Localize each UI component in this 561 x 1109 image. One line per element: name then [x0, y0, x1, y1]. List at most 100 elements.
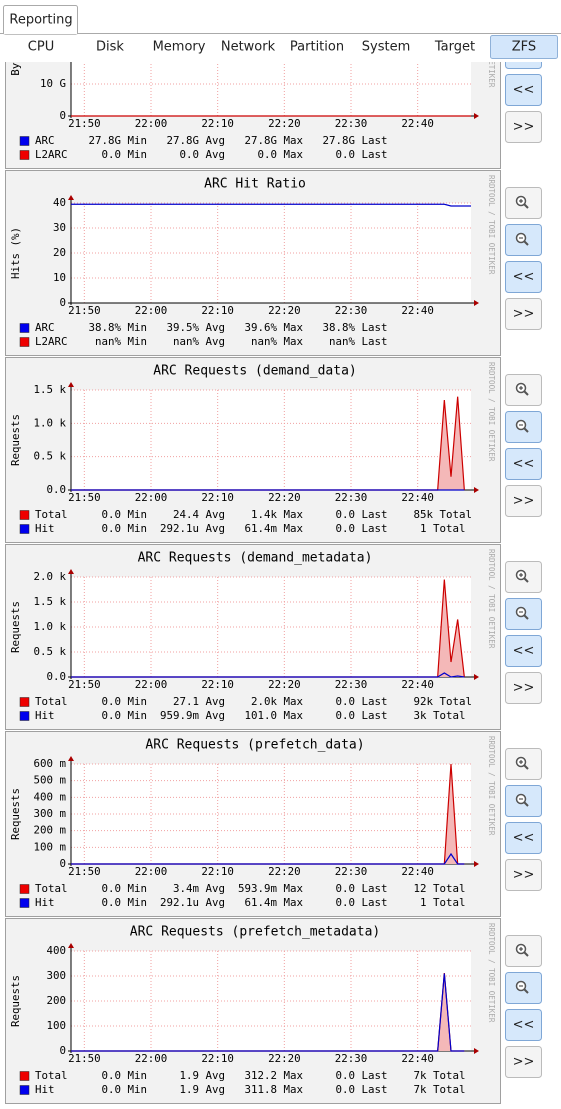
back-label[interactable]: <<	[513, 270, 535, 285]
x-tick-label: 22:30	[335, 1052, 368, 1065]
back-button[interactable]	[505, 74, 542, 106]
y-tick-label: 400 m	[33, 790, 66, 803]
legend-stats: nan% Min nan% Avg nan% Max nan% Last	[69, 335, 388, 348]
forward-label[interactable]: >>	[513, 681, 535, 696]
y-tick-label: 300 m	[33, 807, 66, 820]
back-button[interactable]	[505, 448, 542, 480]
x-tick-label: 22:10	[201, 1052, 234, 1065]
y-tick-label: 400	[46, 944, 66, 957]
y-tick-label: 1.0 k	[33, 620, 66, 633]
legend-name: Hit	[35, 1083, 55, 1096]
credit: RRDTOOL / TOBI OETIKER	[487, 736, 496, 836]
axis-arrow	[68, 569, 74, 574]
legend-swatch	[19, 898, 30, 908]
y-axis-label: Requests	[9, 788, 22, 840]
back-label[interactable]: <<	[513, 457, 535, 472]
x-tick-label: 21:50	[68, 117, 101, 130]
x-tick-label: 22:30	[335, 117, 368, 130]
graph-panel: ARC Requests (demand_metadata) Requests RR…	[5, 544, 542, 730]
magnifier-handle	[523, 988, 529, 994]
forward-label[interactable]: >>	[513, 1055, 535, 1070]
x-tick-label: 22:20	[268, 304, 301, 317]
sub-tab[interactable]: Memory	[153, 40, 206, 55]
back-label[interactable]: <<	[513, 644, 535, 659]
axis-arrow	[68, 943, 74, 948]
legend-swatch	[19, 510, 30, 520]
sub-tab[interactable]: CPU	[28, 40, 54, 55]
axis-arrow	[474, 300, 479, 306]
magnifier-handle	[523, 614, 529, 620]
graph-title: ARC Requests (demand_data)	[153, 364, 357, 379]
legend-swatch	[19, 1071, 30, 1081]
y-tick-label: 300	[46, 969, 66, 982]
sub-tab[interactable]: Disk	[96, 40, 124, 55]
forward-button[interactable]	[505, 672, 542, 704]
forward-button[interactable]	[505, 859, 542, 891]
legend-name: ARC	[35, 134, 55, 147]
sub-tab[interactable]: System	[362, 40, 410, 55]
y-tick-label: 40	[53, 196, 66, 209]
graph-panel: ARC Requests (demand_data) Requests RRDTOO…	[5, 357, 542, 543]
axis-arrow	[68, 195, 74, 200]
x-tick-label: 21:50	[68, 678, 101, 691]
x-tick-label: 22:40	[401, 865, 434, 878]
legend-stats: 0.0 Min 959.9m Avg 101.0 Max 0.0 Last 3k…	[69, 709, 466, 722]
back-label[interactable]: <<	[513, 1018, 535, 1033]
y-axis-label: Requests	[9, 975, 22, 1027]
plot-bg	[71, 390, 471, 490]
y-tick-label: 1.0 k	[33, 416, 66, 429]
x-tick-label: 22:10	[201, 491, 234, 504]
graph-panel: Byt RRDTOOL / TOBI OETIKER 0 10 G 21:50 22:00…	[5, 38, 542, 169]
sub-tab[interactable]: ZFS	[512, 40, 536, 55]
forward-label[interactable]: >>	[513, 494, 535, 509]
forward-button[interactable]	[505, 485, 542, 517]
series-line	[71, 672, 465, 678]
x-tick-label: 22:40	[401, 491, 434, 504]
legend-swatch	[19, 337, 30, 347]
legend-name: Total	[35, 508, 68, 521]
selected-tab-bg	[490, 35, 558, 59]
y-tick-label: 0.5 k	[33, 645, 66, 658]
y-tick-label: 10	[53, 271, 66, 284]
back-button[interactable]	[505, 261, 542, 293]
legend-name: Total	[35, 1069, 68, 1082]
sub-tab[interactable]: Partition	[290, 40, 344, 55]
back-label[interactable]: <<	[513, 831, 535, 846]
y-axis-label: Requests	[9, 414, 22, 466]
magnifier-handle	[523, 577, 529, 583]
legend-stats: 0.0 Min 292.1u Avg 61.4m Max 0.0 Last 1 …	[69, 522, 466, 535]
axis-arrow	[474, 861, 479, 867]
x-tick-label: 22:10	[201, 678, 234, 691]
sub-tab[interactable]: Target	[434, 40, 475, 55]
main-tab[interactable]	[3, 5, 78, 35]
graph-title: ARC Requests (prefetch_metadata)	[130, 925, 380, 940]
main-tab-label[interactable]: Reporting	[9, 13, 72, 28]
y-tick-label: 200 m	[33, 824, 66, 837]
back-button[interactable]	[505, 635, 542, 667]
sub-tab[interactable]: Network	[221, 40, 276, 55]
forward-button[interactable]	[505, 111, 542, 143]
forward-button[interactable]	[505, 298, 542, 330]
y-axis-label: Hits (%)	[9, 227, 22, 279]
back-button[interactable]	[505, 822, 542, 854]
credit: RRDTOOL / TOBI OETIKER	[487, 549, 496, 649]
back-button[interactable]	[505, 1009, 542, 1041]
magnifier-handle	[523, 801, 529, 807]
x-tick-label: 22:30	[335, 491, 368, 504]
forward-label[interactable]: >>	[513, 868, 535, 883]
forward-button[interactable]	[505, 1046, 542, 1078]
series-line	[71, 852, 465, 865]
forward-label[interactable]: >>	[513, 307, 535, 322]
x-tick-label: 22:20	[268, 491, 301, 504]
y-tick-label: 20	[53, 246, 66, 259]
legend-name: Total	[35, 695, 68, 708]
zoom-out-button[interactable]	[505, 38, 542, 69]
back-label[interactable]: <<	[513, 83, 535, 98]
legend-swatch	[19, 884, 30, 894]
graph-title: ARC Requests (prefetch_data)	[145, 738, 364, 753]
legend-swatch	[19, 524, 30, 534]
x-tick-label: 22:10	[201, 865, 234, 878]
y-tick-label: 0	[59, 1044, 66, 1057]
forward-label[interactable]: >>	[513, 120, 535, 135]
legend-stats: 0.0 Min 1.9 Avg 311.8 Max 0.0 Last 7k To…	[69, 1083, 466, 1096]
